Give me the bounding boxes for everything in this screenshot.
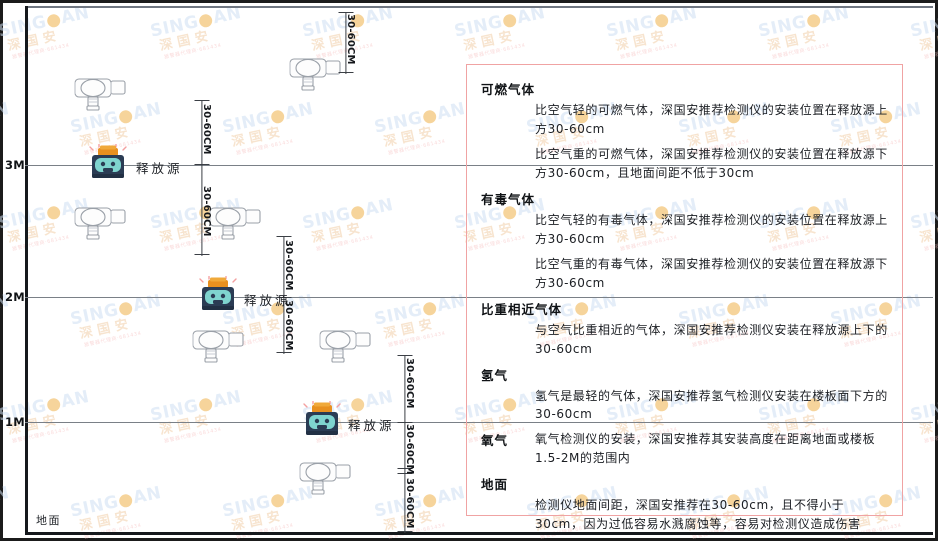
release-source-icon [300, 400, 344, 447]
gas-detector-icon [205, 197, 267, 251]
dimension-line-middle [276, 236, 292, 354]
gas-detector-icon [188, 320, 250, 374]
gridline-1m [25, 422, 933, 424]
release-source-label: 释放源 [348, 418, 395, 433]
panel-section-text: 与空气比重相近的气体，深国安推荐检测仪安装在释放源上下的30-60cm [535, 322, 888, 356]
panel-section-text: 比空气重的可燃气体，深国安推荐检测仪的安装位置在释放源下方30-60cm，且地面… [535, 146, 888, 180]
panel-section-heading: 氧气 [481, 433, 509, 449]
panel-section: 可燃气体比空气轻的可燃气体，深国安推荐检测仪的安装位置在释放源上方30-60cm… [481, 79, 890, 183]
panel-section: 地面检测仪地面间距，深国安推荐在30-60cm，且不得小于30cm，因为过低容易… [481, 474, 890, 534]
x-axis-ground [25, 532, 933, 535]
gas-detector-icon [315, 320, 377, 374]
panel-section: 有毒气体比空气轻的有毒气体，深国安推荐检测仪的安装位置在释放源上方30-60cm… [481, 189, 890, 293]
dimension-line-left-upper [194, 100, 210, 256]
gas-detector-icon [295, 452, 357, 506]
info-panel: 可燃气体比空气轻的可燃气体，深国安推荐检测仪的安装位置在释放源上方30-60cm… [466, 64, 903, 531]
y-axis [25, 6, 28, 535]
dimension-label: 30-60CM [283, 300, 294, 351]
panel-section: 氧气 氧气检测仪的安装，深国安推荐其安装高度在距离地面或楼板1.5-2M的范围内 [481, 430, 890, 468]
dimension-label: 30-60CM [345, 14, 356, 65]
release-source-label: 释放源 [244, 293, 291, 308]
gridline-3m [25, 165, 933, 167]
panel-section-text: 检测仪地面间距，深国安推荐在30-60cm，且不得小于30cm，因为过低容易水溅… [535, 498, 861, 532]
release-source-label: 释放源 [136, 161, 183, 176]
gas-detector-icon [70, 68, 132, 122]
panel-section-heading: 比重相近气体 [481, 301, 563, 317]
top-boundary-line [25, 6, 933, 8]
gridline-2m [25, 297, 933, 299]
panel-section-heading: 有毒气体 [481, 191, 536, 207]
panel-section-text: 氧气检测仪的安装，深国安推荐其安装高度在距离地面或楼板1.5-2M的范围内 [535, 432, 876, 466]
dimension-line-top [338, 12, 354, 74]
panel-section: 比重相近气体与空气比重相近的气体，深国安推荐检测仪安装在释放源上下的30-60c… [481, 299, 890, 359]
release-source-icon [86, 143, 130, 190]
panel-section-heading: 地面 [481, 477, 509, 493]
panel-section: 氢气氢气是最轻的气体，深国安推荐氢气检测仪安装在楼板面下方的30-60cm [481, 365, 890, 425]
ground-label: 地面 [36, 514, 61, 527]
panel-section-text: 比空气重的有毒气体，深国安推荐检测仪的安装位置在释放源下方30-60cm [535, 256, 888, 290]
dimension-label: 30-60CM [201, 186, 212, 237]
panel-section-text: 氢气是最轻的气体，深国安推荐氢气检测仪安装在楼板面下方的30-60cm [535, 388, 888, 422]
gas-detector-icon [70, 197, 132, 251]
dimension-label: 30-60CM [404, 478, 415, 529]
tick-label-1m: 1M [5, 415, 26, 429]
panel-section-heading: 氢气 [481, 367, 509, 383]
panel-section-heading: 可燃气体 [481, 82, 536, 97]
release-source-icon [196, 275, 240, 322]
dimension-label: 30-60CM [404, 358, 415, 409]
panel-section-text: 比空气轻的可燃气体，深国安推荐检测仪的安装位置在释放源上方30-60cm [535, 103, 888, 136]
dimension-label: 30-60CM [404, 424, 415, 475]
dimension-line-right [397, 355, 413, 533]
gas-detector-icon [285, 48, 347, 102]
tick-label-2m: 2M [5, 290, 26, 304]
dimension-label: 30-60CM [283, 240, 294, 291]
dimension-label: 30-60CM [201, 104, 212, 155]
tick-label-3m: 3M [5, 158, 26, 172]
panel-section-text: 比空气轻的有毒气体，深国安推荐检测仪的安装位置在释放源上方30-60cm [535, 212, 888, 246]
